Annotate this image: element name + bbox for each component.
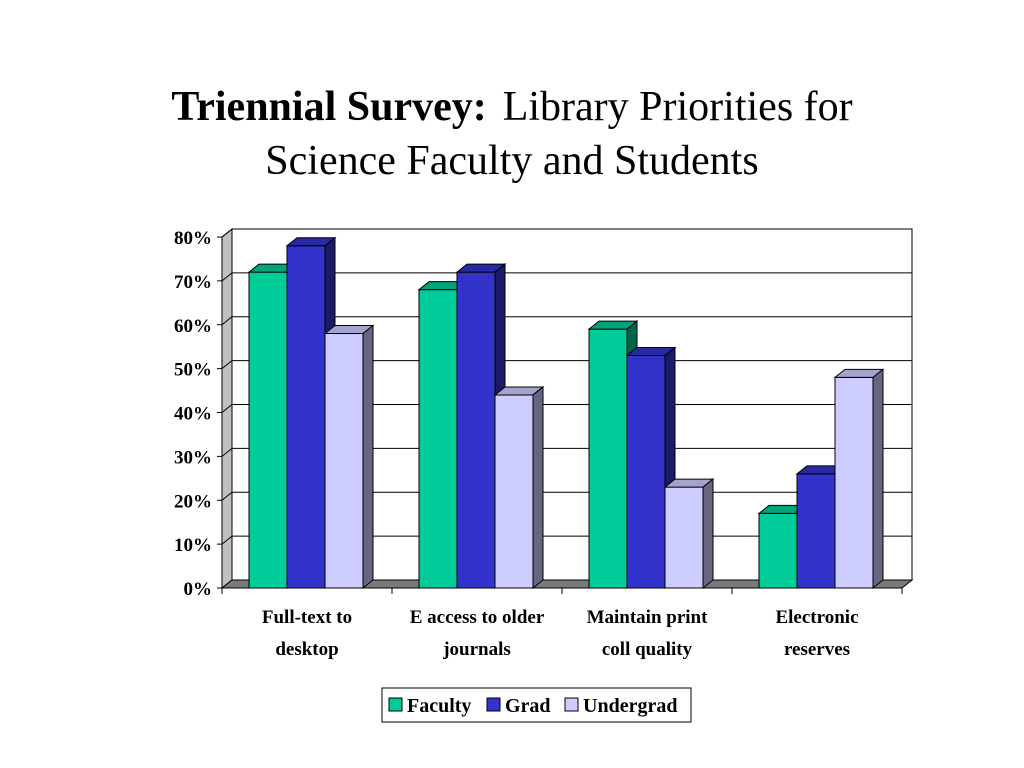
title-bold: Triennial Survey:: [171, 84, 487, 130]
legend-box: [381, 687, 692, 723]
y-tick-label: 70%: [174, 272, 212, 293]
y-tick-label: 40%: [174, 404, 212, 425]
legend-label: Grad: [505, 695, 551, 717]
legend: Faculty Grad Undergrad: [381, 687, 692, 723]
x-category-label: desktop: [275, 639, 338, 660]
bar: [323, 324, 375, 590]
x-category-label: Electronic: [775, 607, 858, 628]
gridline-side: [221, 535, 233, 545]
bar: [493, 385, 545, 590]
legend-swatch: [564, 697, 579, 712]
x-category-label: Full-text to: [262, 607, 352, 628]
x-category-label: E access to older: [410, 607, 545, 628]
y-tick-label: 30%: [174, 447, 212, 468]
gridline-side: [221, 447, 233, 457]
bar-side: [532, 385, 544, 590]
bar-front: [418, 289, 458, 589]
y-tick-label: 20%: [174, 491, 212, 512]
gridline-side: [221, 491, 233, 501]
bar-front: [588, 328, 628, 589]
bar-front: [494, 394, 534, 589]
gridline-side: [221, 228, 233, 238]
bar-side: [702, 478, 714, 590]
y-tick-label: 80%: [174, 228, 212, 249]
y-tick-label: 60%: [174, 316, 212, 337]
gridline-side: [221, 404, 233, 413]
bar-side: [362, 324, 374, 590]
legend-label: Undergrad: [583, 695, 677, 717]
title-line1-rest: Library Priorities for: [502, 84, 853, 130]
legend-swatch: [388, 697, 403, 712]
x-category-label: reserves: [784, 639, 850, 660]
bar-front: [324, 333, 364, 589]
bar-front: [664, 486, 704, 589]
y-tick-label: 0%: [184, 579, 213, 600]
bar-front: [456, 271, 496, 589]
bar: [833, 368, 885, 590]
legend-swatch: [486, 697, 501, 712]
y-tick-label: 10%: [174, 535, 212, 556]
bar-front: [248, 271, 288, 589]
gridline-side: [221, 272, 233, 282]
bar: [663, 478, 715, 590]
x-category-label: journals: [442, 639, 511, 660]
x-category-label: coll quality: [602, 639, 693, 660]
title-line2: Science Faculty and Students: [265, 138, 759, 184]
slide-title: Triennial Survey: Library Priorities for …: [0, 80, 1024, 188]
gridline-side: [221, 316, 233, 326]
bar-front: [758, 512, 798, 589]
gridline-side: [221, 360, 233, 370]
bar-side: [872, 368, 884, 590]
legend-label: Faculty: [407, 695, 471, 717]
y-tick-label: 50%: [174, 360, 212, 381]
bar-front: [834, 376, 874, 589]
x-category-label: Maintain print: [587, 607, 709, 628]
bar-front: [626, 354, 666, 589]
bar-front: [286, 245, 326, 589]
bar-front: [796, 473, 836, 589]
